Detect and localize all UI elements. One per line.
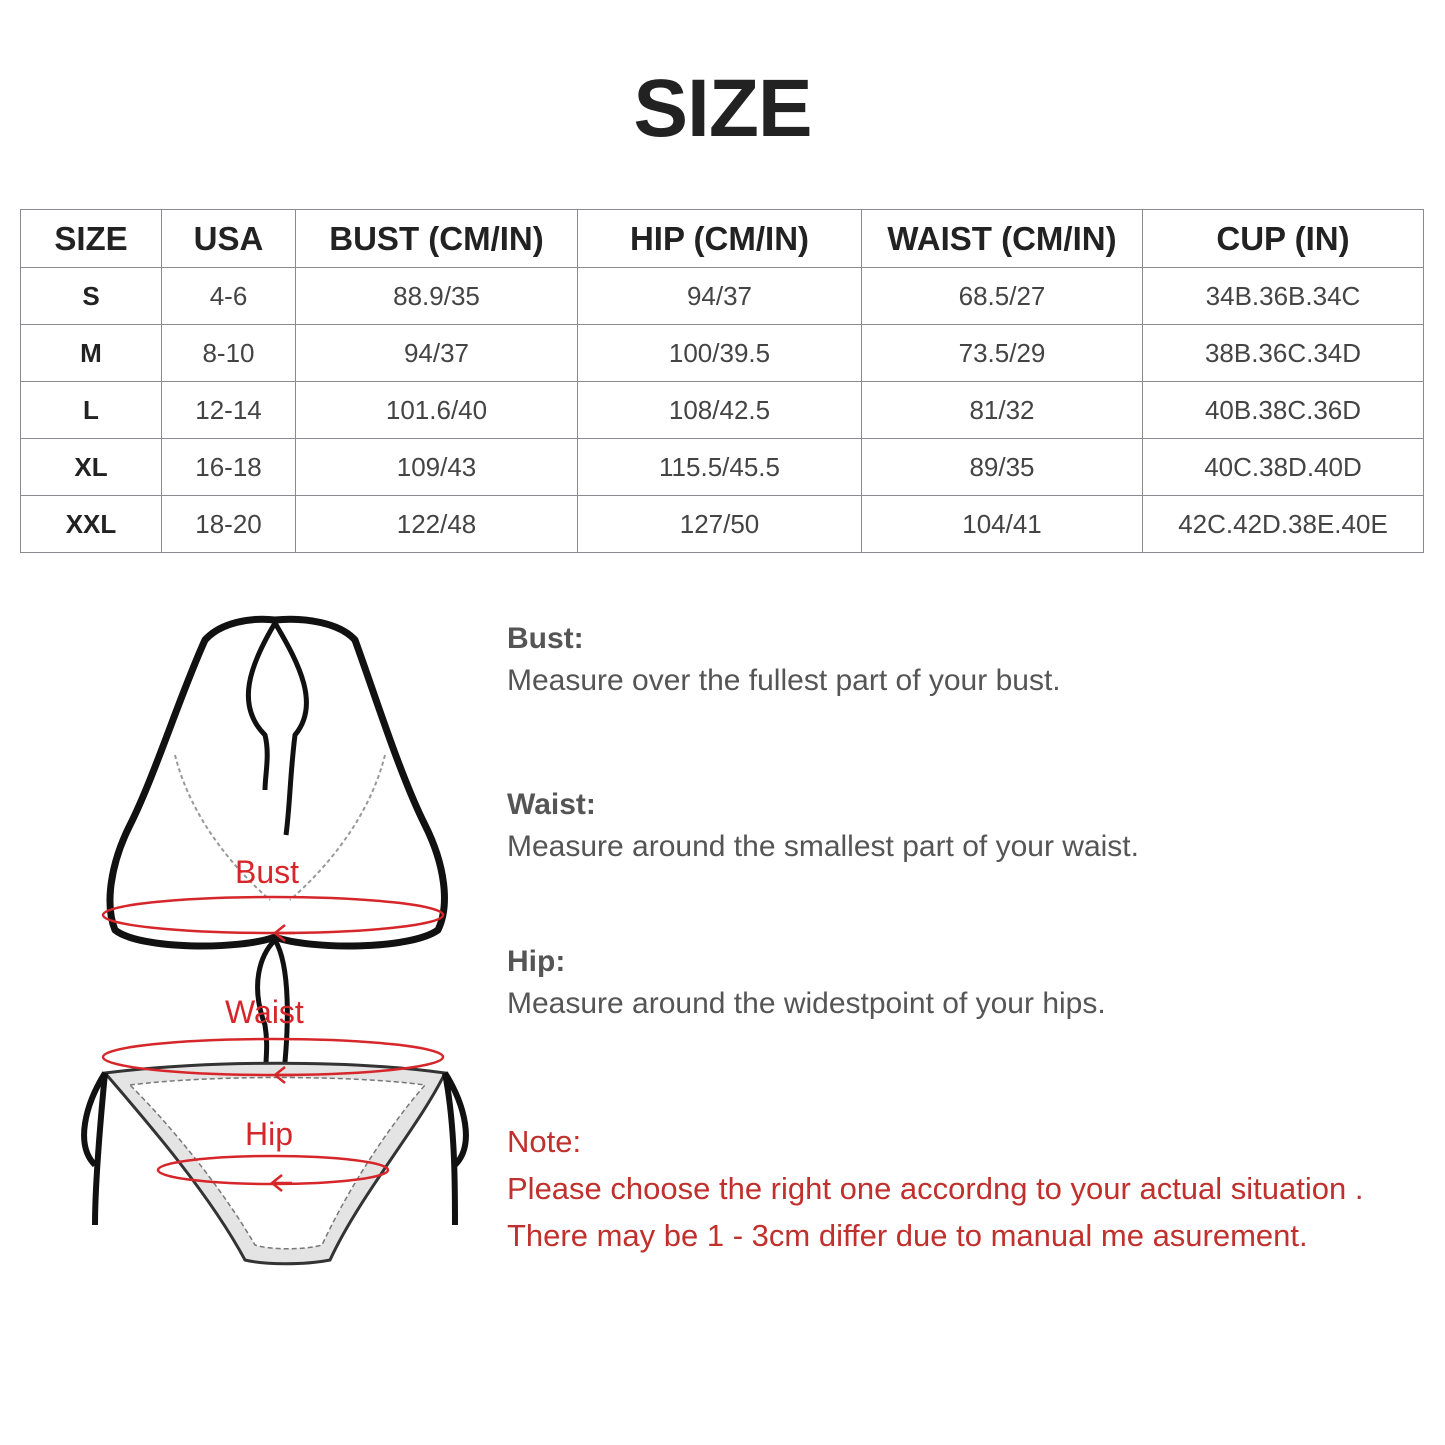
cell-waist: 73.5/29: [861, 324, 1143, 382]
cell-usa: 18-20: [161, 495, 296, 553]
cell-bust: 88.9/35: [295, 267, 578, 325]
table-row: XXL 18-20 122/48 127/50 104/41 42C.42D.3…: [20, 495, 1424, 553]
cell-cup: 42C.42D.38E.40E: [1142, 495, 1424, 553]
cell-waist: 104/41: [861, 495, 1143, 553]
cell-size: XL: [20, 438, 162, 496]
cell-bust: 94/37: [295, 324, 578, 382]
cell-size: XXL: [20, 495, 162, 553]
cell-hip: 94/37: [577, 267, 862, 325]
cell-usa: 12-14: [161, 381, 296, 439]
cell-bust: 101.6/40: [295, 381, 578, 439]
cell-usa: 8-10: [161, 324, 296, 382]
header-hip: HIP (CM/IN): [577, 209, 862, 268]
table-row: L 12-14 101.6/40 108/42.5 81/32 40B.38C.…: [20, 381, 1424, 439]
page-title: SIZE: [633, 63, 812, 154]
bikini-top-drawing: [106, 615, 448, 1091]
cell-size: S: [20, 267, 162, 325]
cell-waist: 68.5/27: [861, 267, 1143, 325]
cell-cup: 34B.36B.34C: [1142, 267, 1424, 325]
note-line: Please choose the right one accordng to …: [507, 1171, 1364, 1206]
cell-cup: 38B.36C.34D: [1142, 324, 1424, 382]
cell-hip: 127/50: [577, 495, 862, 553]
measurement-lines: [101, 895, 445, 1192]
cell-cup: 40C.38D.40D: [1142, 438, 1424, 496]
cell-bust: 109/43: [295, 438, 578, 496]
table-row: S 4-6 88.9/35 94/37 68.5/27 34B.36B.34C: [20, 267, 1424, 325]
cell-size: M: [20, 324, 162, 382]
bust-label: Bust: [235, 854, 299, 890]
bust-heading: Bust:: [507, 622, 584, 655]
hip-arrow-icon: [269, 1174, 292, 1192]
cell-waist: 81/32: [861, 381, 1143, 439]
note-heading: Note:: [507, 1124, 582, 1159]
waist-heading: Waist:: [507, 788, 596, 821]
waist-instruction: Waist: Measure around the smallest part …: [507, 788, 1139, 864]
note-line: There may be 1 - 3cm differ due to manua…: [507, 1218, 1308, 1253]
bikini-bottom-drawing: [81, 1061, 469, 1266]
cell-hip: 100/39.5: [577, 324, 862, 382]
bikini-measurement-illustration: Bust Waist Hip: [81, 615, 469, 1266]
cell-hip: 115.5/45.5: [577, 438, 862, 496]
inner-trim-line: [174, 754, 386, 901]
size-table: SIZE USA BUST (CM/IN) HIP (CM/IN) WAIST …: [20, 209, 1424, 553]
bust-arrow-icon: [272, 924, 295, 942]
cell-bust: 122/48: [295, 495, 578, 553]
cell-usa: 4-6: [161, 267, 296, 325]
header-cup: CUP (IN): [1142, 209, 1424, 268]
bust-text: Measure over the fullest part of your bu…: [507, 664, 1061, 697]
cell-cup: 40B.38C.36D: [1142, 381, 1424, 439]
hip-label: Hip: [245, 1116, 293, 1152]
hip-text: Measure around the widestpoint of your h…: [507, 987, 1106, 1020]
cell-hip: 108/42.5: [577, 381, 862, 439]
header-waist: WAIST (CM/IN): [861, 209, 1143, 268]
header-bust: BUST (CM/IN): [295, 209, 578, 268]
waist-label: Waist: [225, 994, 304, 1030]
header-size: SIZE: [20, 209, 162, 268]
waist-arrow-icon: [272, 1066, 295, 1084]
cell-usa: 16-18: [161, 438, 296, 496]
note-block: Note: Please choose the right one accord…: [507, 1118, 1363, 1259]
hip-instruction: Hip: Measure around the widestpoint of y…: [507, 945, 1106, 1021]
table-row: XL 16-18 109/43 115.5/45.5 89/35 40C.38D…: [20, 438, 1424, 496]
table-header-row: SIZE USA BUST (CM/IN) HIP (CM/IN) WAIST …: [20, 209, 1424, 268]
cell-size: L: [20, 381, 162, 439]
table-row: M 8-10 94/37 100/39.5 73.5/29 38B.36C.34…: [20, 324, 1424, 382]
bust-instruction: Bust: Measure over the fullest part of y…: [507, 622, 1061, 698]
cell-waist: 89/35: [861, 438, 1143, 496]
waist-text: Measure around the smallest part of your…: [507, 830, 1139, 863]
hip-heading: Hip:: [507, 945, 566, 978]
header-usa: USA: [161, 209, 296, 268]
